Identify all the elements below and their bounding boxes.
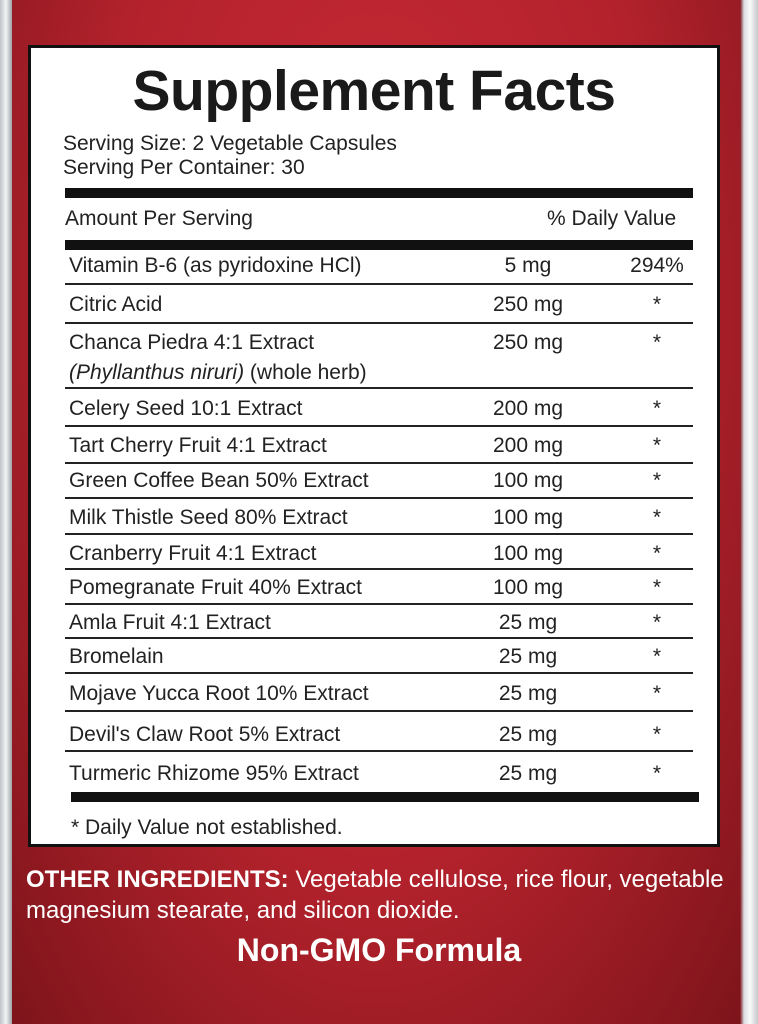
ingredient-daily-value: *	[652, 293, 662, 316]
ingredient-name: Bromelain	[69, 645, 164, 668]
botanical-name: (Phyllanthus niruri)	[69, 361, 245, 384]
ingredient-daily-value: *	[652, 762, 662, 785]
other-ingredients-text: Vegetable cellulose, rice flour, vegetab…	[26, 866, 724, 924]
amount-per-serving-header: Amount Per Serving	[65, 207, 253, 230]
other-ingredients: OTHER INGREDIENTS: Vegetable cellulose, …	[26, 864, 736, 926]
ingredient-amount: 200 mg	[492, 397, 564, 420]
supplement-facts-panel: Supplement Facts Serving Size: 2 Vegetab…	[28, 45, 720, 847]
row-divider	[65, 672, 693, 674]
ingredient-daily-value: *	[652, 397, 662, 420]
ingredient-daily-value: *	[652, 434, 662, 457]
ingredient-amount: 25 mg	[498, 682, 558, 705]
ingredient-daily-value: *	[652, 723, 662, 746]
ingredient-amount: 5 mg	[504, 254, 552, 277]
ingredient-amount: 25 mg	[498, 611, 558, 634]
ingredient-name: Citric Acid	[69, 293, 163, 316]
serving-size: Serving Size: 2 Vegetable Capsules	[63, 132, 397, 155]
ingredient-amount: 250 mg	[492, 293, 564, 316]
footnote: * Daily Value not established.	[71, 816, 343, 839]
ingredient-daily-value: *	[652, 506, 662, 529]
ingredient-name: Devil's Claw Root 5% Extract	[69, 723, 341, 746]
ingredient-amount: 100 mg	[492, 469, 564, 492]
row-divider	[65, 283, 693, 285]
ingredient-amount: 250 mg	[492, 331, 564, 354]
ingredient-daily-value: *	[652, 645, 662, 668]
row-divider	[65, 533, 693, 535]
row-divider	[65, 750, 693, 752]
bottle-edge	[740, 0, 758, 1024]
row-divider	[65, 322, 693, 324]
ingredient-name: Cranberry Fruit 4:1 Extract	[69, 542, 317, 565]
ingredient-daily-value: *	[652, 682, 662, 705]
thick-divider	[65, 188, 693, 198]
ingredient-name: Celery Seed 10:1 Extract	[69, 397, 303, 420]
ingredient-name: Amla Fruit 4:1 Extract	[69, 611, 271, 634]
ingredient-subtext: (Phyllanthus niruri) (whole herb)	[69, 361, 367, 385]
ingredient-amount: 25 mg	[498, 645, 558, 668]
row-divider	[65, 710, 693, 712]
ingredient-amount: 100 mg	[492, 542, 564, 565]
ingredient-amount: 100 mg	[492, 576, 564, 599]
plant-part: (whole herb)	[244, 361, 367, 384]
ingredient-amount: 200 mg	[492, 434, 564, 457]
ingredient-daily-value: 294%	[630, 254, 684, 277]
ingredient-daily-value: *	[652, 576, 662, 599]
non-gmo-badge: Non-GMO Formula	[236, 932, 522, 968]
ingredient-name: Turmeric Rhizome 95% Extract	[69, 762, 359, 785]
row-divider	[65, 462, 693, 464]
ingredient-name: Green Coffee Bean 50% Extract	[69, 469, 369, 492]
row-divider	[65, 425, 693, 427]
ingredient-name: Vitamin B-6 (as pyridoxine HCl)	[69, 254, 362, 277]
ingredient-name: Chanca Piedra 4:1 Extract	[69, 331, 315, 354]
ingredient-amount: 100 mg	[492, 506, 564, 529]
ingredient-daily-value: *	[652, 469, 662, 492]
ingredient-amount: 25 mg	[498, 762, 558, 785]
thick-divider	[65, 240, 693, 250]
ingredient-daily-value: *	[652, 542, 662, 565]
row-divider	[65, 387, 693, 389]
row-divider	[65, 497, 693, 499]
ingredient-name: Tart Cherry Fruit 4:1 Extract	[69, 434, 327, 457]
ingredient-name: Mojave Yucca Root 10% Extract	[69, 682, 369, 705]
other-ingredients-label: OTHER INGREDIENTS:	[26, 866, 289, 893]
servings-per-container: Serving Per Container: 30	[63, 156, 305, 179]
ingredient-amount: 25 mg	[498, 723, 558, 746]
ingredient-daily-value: *	[652, 331, 662, 354]
row-divider	[65, 568, 693, 570]
ingredient-name: Pomegranate Fruit 40% Extract	[69, 576, 362, 599]
panel-title: Supplement Facts	[132, 59, 616, 123]
thick-divider	[71, 792, 699, 802]
row-divider	[65, 637, 693, 639]
row-divider	[65, 603, 693, 605]
ingredient-daily-value: *	[652, 611, 662, 634]
ingredient-name: Milk Thistle Seed 80% Extract	[69, 506, 348, 529]
daily-value-header: % Daily Value	[547, 207, 677, 230]
